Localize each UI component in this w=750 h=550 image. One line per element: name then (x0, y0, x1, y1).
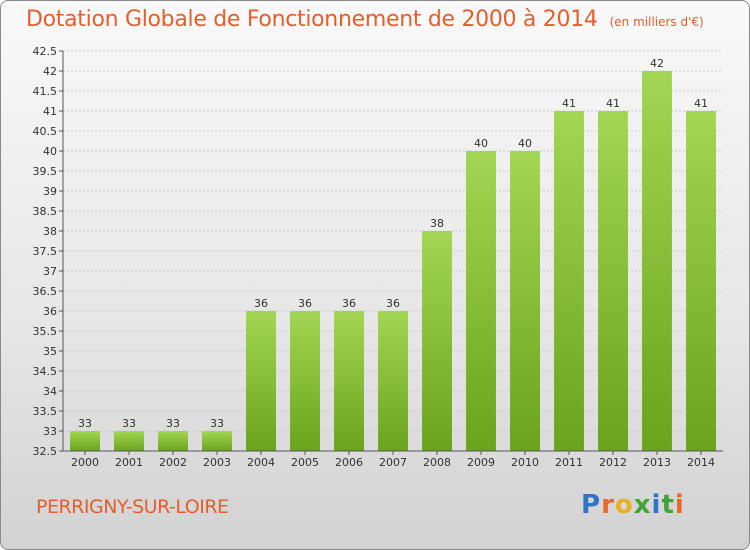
title-row: Dotation Globale de Fonctionnement de 20… (26, 7, 704, 32)
x-tick-label: 2001 (115, 456, 143, 469)
bar-value-label: 33 (166, 417, 180, 430)
logo-letter: x (633, 490, 652, 520)
bar-2006 (334, 311, 364, 451)
x-tick-label: 2006 (335, 456, 363, 469)
bar-2008 (422, 231, 452, 451)
y-tick-label: 41 (43, 105, 57, 118)
bar-value-label: 33 (210, 417, 224, 430)
x-tick-label: 2013 (643, 456, 671, 469)
bar-2011 (554, 111, 584, 451)
y-tick-label: 33.5 (33, 405, 58, 418)
logo-letter: o (614, 490, 634, 520)
y-tick-label: 42 (43, 65, 57, 78)
bar-value-labels: 33 33 33 33 36 36 36 36 38 40 40 41 41 42 41 (78, 57, 708, 430)
bar-value-label: 38 (430, 217, 444, 230)
chart-title: Dotation Globale de Fonctionnement de 20… (26, 7, 598, 32)
x-tick-label: 2010 (511, 456, 539, 469)
bar-2010 (510, 151, 540, 451)
bars (70, 71, 716, 451)
bar-2012 (598, 111, 628, 451)
bar-value-label: 40 (474, 137, 488, 150)
x-tick-label: 2003 (203, 456, 231, 469)
y-tick-label: 38.5 (33, 205, 58, 218)
logo-letter: P (581, 490, 602, 520)
logo-letter: t (661, 490, 675, 520)
bar-2003 (202, 431, 232, 451)
bar-2005 (290, 311, 320, 451)
y-tick-label: 40.5 (33, 125, 58, 138)
bar-value-label: 41 (562, 97, 576, 110)
y-tick-label: 40 (43, 145, 57, 158)
bar-2004 (246, 311, 276, 451)
bar-2009 (466, 151, 496, 451)
x-tick-label: 2002 (159, 456, 187, 469)
bar-value-label: 41 (694, 97, 708, 110)
y-tick-label: 37 (43, 265, 57, 278)
y-tick-label: 32.5 (33, 445, 58, 458)
logo-letter: i (651, 490, 662, 520)
bar-value-label: 33 (122, 417, 136, 430)
y-tick-label: 35.5 (33, 325, 58, 338)
bar-2014 (686, 111, 716, 451)
bar-value-label: 36 (342, 297, 356, 310)
y-tick-label: 38 (43, 225, 57, 238)
logo-letter: r (601, 490, 615, 520)
y-tick-label: 41.5 (33, 85, 58, 98)
bar-value-label: 36 (298, 297, 312, 310)
y-tick-label: 34 (43, 385, 57, 398)
bar-2002 (158, 431, 188, 451)
y-tick-label: 35 (43, 345, 57, 358)
x-tick-label: 2009 (467, 456, 495, 469)
x-tick-label: 2007 (379, 456, 407, 469)
y-tick-label: 39 (43, 185, 57, 198)
x-tick-label: 2012 (599, 456, 627, 469)
bar-value-label: 36 (254, 297, 268, 310)
x-tick-label: 2000 (71, 456, 99, 469)
y-tick-label: 36.5 (33, 285, 58, 298)
proxiti-logo: Proxiti (581, 490, 685, 520)
x-tick-label: 2004 (247, 456, 275, 469)
y-tick-label: 33 (43, 425, 57, 438)
bar-value-label: 42 (650, 57, 664, 70)
x-tick-label: 2014 (687, 456, 715, 469)
bar-value-label: 40 (518, 137, 532, 150)
y-tick-label: 37.5 (33, 245, 58, 258)
bar-value-label: 33 (78, 417, 92, 430)
chart-subtitle: (en milliers d'€) (609, 15, 704, 29)
bar-2001 (114, 431, 144, 451)
logo-letter: i (674, 490, 685, 520)
y-axis-ticks: 32.5 33 33.5 34 34.5 35 35.5 36 36.5 37 37.5 38 38.5… (33, 45, 63, 458)
bar-2013 (642, 71, 672, 451)
y-tick-label: 42.5 (33, 45, 58, 58)
x-tick-label: 2011 (555, 456, 583, 469)
y-tick-label: 36 (43, 305, 57, 318)
x-tick-label: 2008 (423, 456, 451, 469)
bar-2007 (378, 311, 408, 451)
x-axis-ticks: 2000 2001 2002 2003 2004 2005 2006 2007 2008 2009… (71, 451, 715, 469)
commune-name: PERRIGNY-SUR-LOIRE (36, 496, 229, 518)
x-tick-label: 2005 (291, 456, 319, 469)
bar-2000 (70, 431, 100, 451)
y-tick-label: 39.5 (33, 165, 58, 178)
y-tick-label: 34.5 (33, 365, 58, 378)
bar-value-label: 36 (386, 297, 400, 310)
bar-value-label: 41 (606, 97, 620, 110)
